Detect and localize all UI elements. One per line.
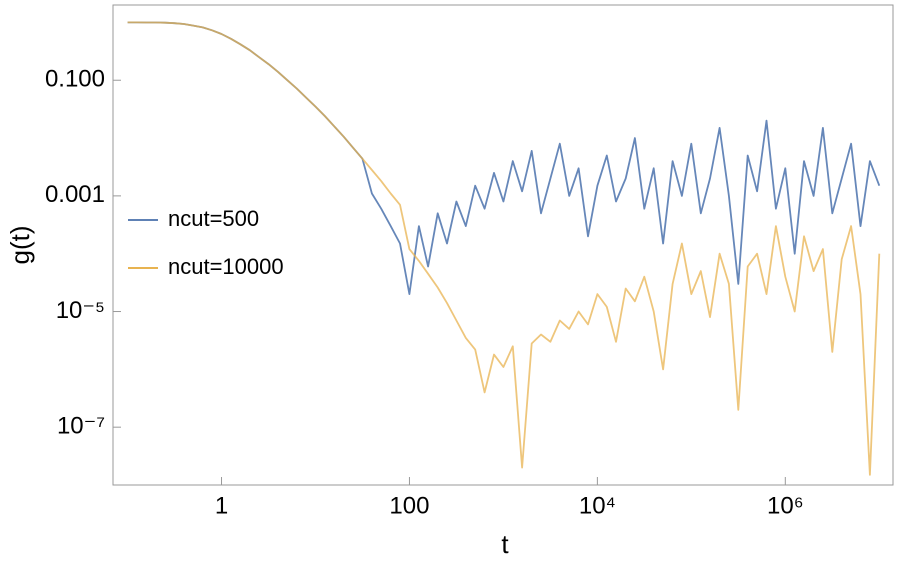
series-line (127, 21, 881, 476)
plot-frame (112, 4, 894, 486)
y-tick-label: 10⁻⁵ (56, 297, 105, 324)
x-tick-label: 100 (389, 492, 429, 519)
x-tick-label: 10⁶ (767, 492, 804, 519)
y-axis-title: g(t) (5, 226, 35, 265)
x-tick-label: 10⁴ (579, 492, 616, 519)
legend-label: ncut=10000 (168, 254, 284, 279)
x-axis-title: t (501, 529, 509, 559)
y-tick-label: 0.001 (45, 181, 105, 208)
legend-label: ncut=500 (168, 206, 259, 231)
x-tick-label: 1 (215, 492, 228, 519)
y-tick-label: 10⁻⁷ (57, 413, 105, 440)
y-tick-label: 0.100 (45, 66, 105, 93)
